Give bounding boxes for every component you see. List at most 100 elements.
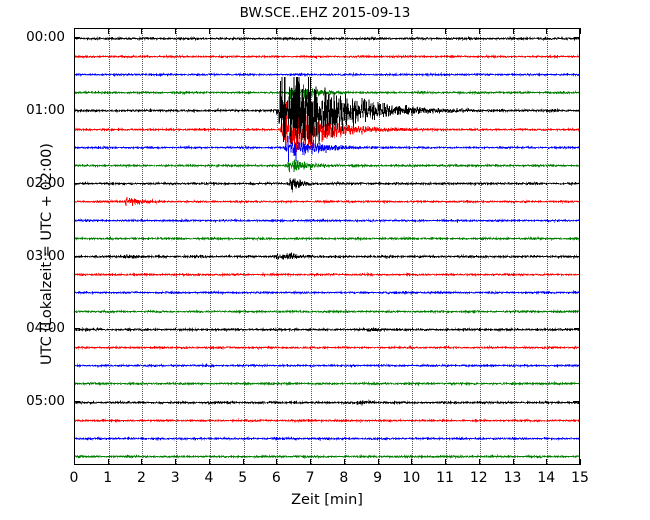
plot-area bbox=[74, 28, 580, 465]
trace-path bbox=[75, 53, 579, 59]
trace-path bbox=[75, 252, 579, 261]
gridline-vertical bbox=[243, 29, 245, 464]
gridline-vertical bbox=[344, 29, 346, 464]
y-tick-label: 00:00 bbox=[26, 29, 65, 46]
x-tick-mark-top bbox=[478, 28, 480, 34]
x-tick-mark bbox=[141, 459, 143, 465]
x-tick-mark bbox=[107, 459, 109, 465]
trace-path bbox=[75, 417, 579, 423]
x-tick-mark-top bbox=[242, 28, 244, 34]
x-tick-mark-top bbox=[546, 28, 548, 34]
y-tick-mark-right bbox=[574, 109, 580, 111]
x-tick-mark bbox=[512, 459, 514, 465]
trace-path bbox=[75, 436, 579, 442]
gridline-vertical bbox=[479, 29, 481, 464]
x-tick-label: 1 bbox=[103, 470, 113, 486]
y-tick-label: 04:00 bbox=[26, 320, 65, 337]
trace-path bbox=[75, 290, 579, 296]
y-tick-mark-right bbox=[574, 328, 580, 330]
trace-path bbox=[75, 326, 579, 333]
gridline-vertical bbox=[176, 29, 178, 464]
trace-path bbox=[75, 363, 579, 369]
gridline-vertical bbox=[378, 29, 380, 464]
x-tick-mark-top bbox=[377, 28, 379, 34]
y-tick-mark bbox=[74, 255, 80, 257]
x-tick-mark-top bbox=[74, 28, 75, 34]
x-tick-label: 14 bbox=[537, 470, 556, 486]
x-tick-mark bbox=[343, 459, 345, 465]
x-tick-mark-top bbox=[445, 28, 447, 34]
x-axis-label: Zeit [min] bbox=[291, 492, 363, 508]
trace-path bbox=[75, 235, 579, 241]
x-tick-mark bbox=[445, 459, 447, 465]
trace-path bbox=[75, 272, 579, 278]
x-tick-mark-top bbox=[141, 28, 143, 34]
x-tick-label: 15 bbox=[571, 470, 589, 486]
gridline-vertical bbox=[108, 29, 110, 464]
x-tick-mark bbox=[478, 459, 480, 465]
y-tick-label: 05:00 bbox=[26, 393, 65, 410]
x-tick-label: 13 bbox=[503, 470, 522, 486]
trace-path bbox=[75, 71, 579, 78]
y-tick-label: 03:00 bbox=[26, 247, 65, 264]
page-title: BW.SCE..EHZ 2015-09-13 bbox=[239, 5, 411, 21]
gridline-vertical bbox=[547, 29, 549, 464]
x-tick-label: 2 bbox=[136, 470, 146, 486]
trace-path bbox=[75, 308, 579, 314]
gridline-vertical bbox=[311, 29, 313, 464]
x-tick-mark-top bbox=[107, 28, 109, 34]
trace-path bbox=[75, 381, 579, 387]
y-tick-label: 02:00 bbox=[26, 174, 65, 191]
trace-path bbox=[75, 77, 579, 145]
y-axis-label: UTC (Lokalzeit = UTC + 02:00) bbox=[39, 143, 55, 365]
x-tick-mark bbox=[546, 459, 548, 465]
gridline-vertical bbox=[142, 29, 144, 464]
x-tick-mark-top bbox=[208, 28, 210, 34]
x-tick-mark-top bbox=[512, 28, 514, 34]
x-tick-mark-top bbox=[411, 28, 413, 34]
gridline-vertical bbox=[446, 29, 448, 464]
gridline-vertical bbox=[209, 29, 211, 464]
x-tick-mark bbox=[242, 459, 244, 465]
trace-path bbox=[75, 35, 579, 41]
trace-path bbox=[75, 135, 579, 162]
gridline-vertical bbox=[513, 29, 515, 464]
x-tick-label: 4 bbox=[204, 470, 214, 486]
x-tick-label: 10 bbox=[402, 470, 421, 486]
x-tick-label: 0 bbox=[69, 470, 79, 486]
x-tick-mark bbox=[276, 459, 278, 465]
x-tick-label: 8 bbox=[339, 470, 349, 486]
x-tick-label: 11 bbox=[436, 470, 454, 486]
x-tick-mark bbox=[310, 459, 312, 465]
trace-path bbox=[75, 159, 579, 173]
x-tick-mark bbox=[208, 459, 210, 465]
x-tick-mark-top bbox=[175, 28, 177, 34]
x-tick-mark bbox=[74, 459, 75, 465]
x-tick-mark bbox=[580, 459, 581, 465]
trace-path bbox=[75, 345, 579, 351]
trace-path bbox=[75, 178, 579, 193]
x-tick-mark bbox=[175, 459, 177, 465]
x-tick-label: 7 bbox=[305, 470, 315, 486]
y-tick-mark bbox=[74, 328, 80, 330]
x-tick-mark-top bbox=[343, 28, 345, 34]
trace-path bbox=[75, 197, 579, 207]
trace-path bbox=[75, 399, 579, 406]
x-tick-mark bbox=[377, 459, 379, 465]
x-tick-label: 12 bbox=[469, 470, 488, 486]
x-tick-label: 6 bbox=[271, 470, 281, 486]
x-tick-label: 5 bbox=[238, 470, 248, 486]
x-tick-mark bbox=[411, 459, 413, 465]
trace-path bbox=[75, 84, 579, 103]
gridline-vertical bbox=[277, 29, 279, 464]
x-tick-label: 9 bbox=[373, 470, 383, 486]
x-tick-mark-top bbox=[310, 28, 312, 34]
gridline-vertical bbox=[412, 29, 414, 464]
x-tick-mark-top bbox=[276, 28, 278, 34]
x-tick-label: 3 bbox=[170, 470, 180, 486]
x-tick-mark-top bbox=[580, 28, 581, 34]
trace-path bbox=[75, 217, 579, 223]
trace-path bbox=[75, 454, 579, 460]
y-tick-label: 01:00 bbox=[26, 101, 65, 118]
